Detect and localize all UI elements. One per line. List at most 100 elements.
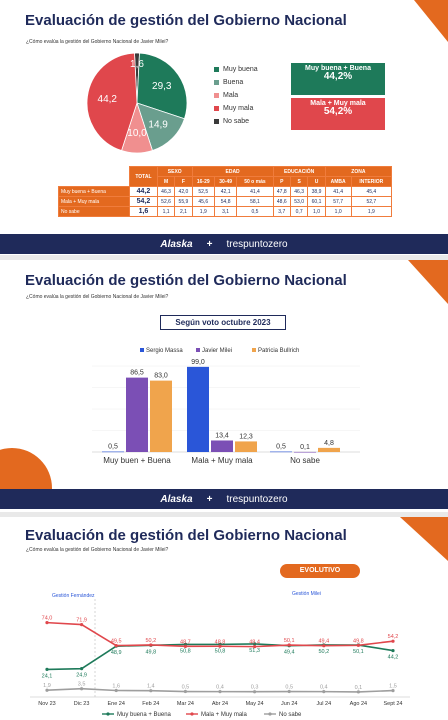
good-summary-box: Muy buena + Buena 44,2% [291,63,385,95]
table-cell: 53,0 [289,196,309,207]
alaska-logo: Alaska [160,493,193,505]
bar-value-label: 86,5 [130,370,144,377]
bad-summary-value: 54,2% [323,106,353,117]
bad-summary-label: Mala + Muy mala [310,100,366,107]
slide-bars: Evaluación de gestión del Gobierno Nacio… [0,260,448,512]
bar-value-label: 83,0 [154,373,168,380]
legend-swatch [140,348,144,352]
bar-value-label: 13,4 [215,432,229,439]
bar [270,451,292,453]
table-cell: 41,4 [324,186,352,197]
legend-swatch [214,119,219,124]
legend-label: Mala + Muy mala [201,712,248,718]
data-label: 48,8 [215,639,226,645]
data-label: 48,9 [111,650,122,656]
table-cell: 58,1 [236,196,274,207]
slide1-footer: Alaska + trespuntozero [0,234,448,254]
data-label: 50,1 [353,649,364,655]
bar-value-label: 0,5 [276,444,286,451]
data-label: 74,0 [42,616,53,622]
row-label: No sabe [58,206,130,217]
x-tick-label: Jun 24 [281,701,298,707]
legend-label: Patricia Bullrich [258,348,299,354]
plus-sign: + [206,238,213,250]
table-cell: 57,7 [324,196,352,207]
data-label: 24,1 [42,673,53,679]
data-label: 1,5 [389,684,397,690]
legend-swatch [196,348,200,352]
period-right-label: Gestión Milei [292,591,321,597]
trespuntozero-logo: trespuntozero [226,238,288,250]
data-point [45,688,49,692]
evolutivo-badge: EVOLUTIVO [280,564,360,578]
slide2-footer: Alaska + trespuntozero [0,489,448,509]
table-cell: 47,8 [272,186,291,197]
table-row: Mala + Muy mala 54,2 52,6 55,9 45,6 54,8… [58,196,393,207]
slide2-subtitle: ¿Cómo evalúa la gestión del Gobierno Nac… [26,294,169,300]
group-header: ZONA [324,166,393,177]
pie-value-label: 14,9 [148,119,168,130]
table-cell: 46,3 [289,186,309,197]
table-cell: 54,8 [213,196,238,207]
x-tick-label: Dic 23 [74,701,90,707]
crosstab-table: TOTAL SEXO EDAD EDUCACIÓN ZONA M F 16-29… [58,166,393,217]
data-label: 0,4 [320,685,328,691]
group-header: EDUCACIÓN [272,166,326,177]
data-point [80,687,84,691]
orange-corner-deco [400,517,448,561]
x-tick-label: Jul 24 [316,701,331,707]
data-label: 0,5 [285,685,293,691]
bar [102,451,124,453]
legend-swatch [214,106,219,111]
legend-label: Muy mala [223,105,254,112]
data-label: 49,5 [111,639,122,645]
data-label: 48,7 [180,639,191,645]
table-cell: 3,1 [213,206,238,217]
legend-marker [190,712,194,716]
legend-label: Muy buena + Buena [117,712,172,718]
sub-header: S [289,176,309,187]
sub-header: 50 o más [236,176,274,187]
table-row: Muy buena + Buena 44,2 46,3 42,0 52,5 42… [58,186,393,197]
slide1-subtitle: ¿Cómo evalúa la gestión del Gobierno Nac… [26,39,169,45]
sub-header: F [174,176,193,187]
bar [294,451,316,453]
data-point [391,688,395,693]
table-cell: 52,5 [191,186,215,197]
slide3-subtitle: ¿Cómo evalúa la gestión del Gobierno Nac… [26,547,169,553]
sub-header: 16-29 [191,176,215,187]
legend-label: Javier Milei [202,348,232,354]
data-point [218,644,222,648]
data-label: 1,6 [112,684,120,690]
table-cell: 60,1 [307,196,326,207]
data-label: 71,9 [76,618,87,624]
sub-header: U [307,176,326,187]
row-total: 1,6 [129,206,158,217]
bar [318,447,340,452]
data-point [183,689,187,694]
data-point [45,621,49,625]
data-label: 0,4 [216,685,224,691]
legend-item: Muy buena [214,66,258,73]
legend-item: Muy mala [214,105,258,112]
slide3-title: Evaluación de gestión del Gobierno Nacio… [25,527,347,544]
trespuntozero-logo: trespuntozero [226,493,288,505]
data-label: 49,8 [145,649,156,655]
table-cell: 0,5 [236,206,274,217]
data-point [149,689,153,693]
table-sub-header: M F 16-29 30-49 50 o más P S U AMBA INTE… [59,176,393,187]
table-cell: 1,0 [307,206,326,217]
data-point [391,648,395,653]
table-group-header: TOTAL SEXO EDAD EDUCACIÓN ZONA [59,166,393,187]
bar [187,366,209,452]
bar-value-label: 0,1 [300,444,310,451]
plus-sign: + [206,493,213,505]
data-point [391,639,395,643]
category-label: Muy buen + Buena [103,456,171,465]
table-cell: 52,7 [350,196,393,207]
data-label: 50,2 [145,638,156,644]
data-point [253,642,257,646]
bar-value-label: 4,8 [324,440,334,447]
data-point [114,688,118,693]
pie-value-label: 29,3 [152,81,172,92]
